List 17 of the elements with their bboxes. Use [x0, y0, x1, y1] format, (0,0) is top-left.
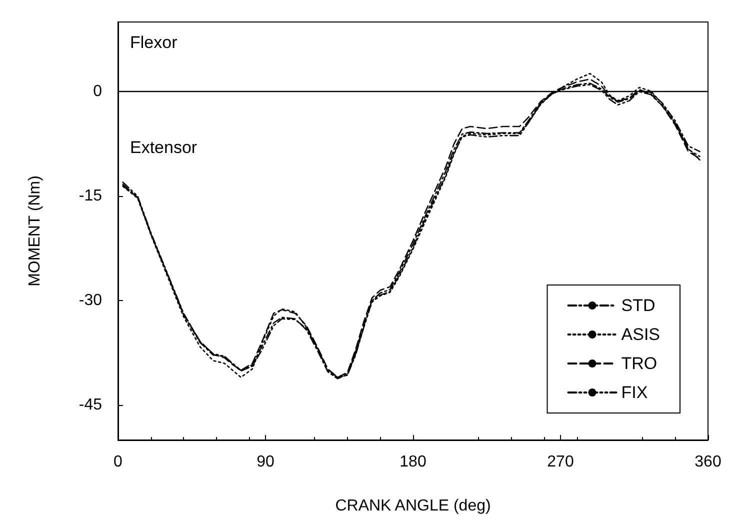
- legend-label: TRO: [621, 354, 658, 373]
- annotation: Extensor: [130, 138, 198, 157]
- y-tick-label: -45: [78, 396, 102, 414]
- y-tick-label: -15: [78, 188, 102, 205]
- y-tick-label: -30: [78, 292, 102, 310]
- x-axis-title: CRANK ANGLE (deg): [335, 498, 491, 514]
- annotation: Flexor: [130, 33, 178, 52]
- y-tick-label: 0: [93, 83, 102, 100]
- legend-label: ASIS: [621, 325, 660, 344]
- legend-label: STD: [621, 296, 656, 315]
- x-tick-label: 270: [547, 454, 574, 470]
- x-tick-label: 90: [256, 454, 274, 470]
- x-tick-label: 360: [694, 454, 722, 470]
- x-tick-label: 0: [114, 454, 123, 470]
- legend-label: FIX: [621, 383, 648, 402]
- y-axis-title: MOMENT (Nm): [26, 176, 44, 286]
- x-tick-label: 180: [400, 454, 426, 470]
